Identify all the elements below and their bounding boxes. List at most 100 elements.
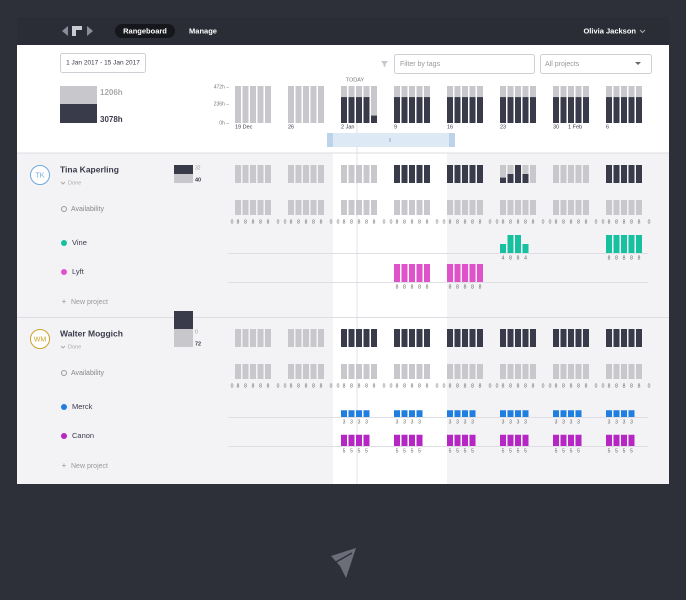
forward-arrow[interactable]: [87, 26, 93, 36]
project-hours: 5: [471, 448, 474, 454]
timeline-capacity-bar: [318, 86, 324, 123]
availability-value: 8: [562, 383, 565, 389]
availability-value: 0: [443, 383, 446, 389]
availability-value: 8: [585, 383, 588, 389]
load-bg: [288, 329, 294, 347]
availability-value: 8: [449, 383, 452, 389]
availability-bar: [560, 200, 567, 215]
availability-value: 8: [464, 383, 467, 389]
week-label: 30: [553, 124, 559, 130]
availability-value: 0: [489, 219, 492, 225]
project-name: Vine: [72, 238, 87, 247]
load-bg: [235, 165, 241, 183]
load-bar: [575, 329, 582, 347]
load-bg: [583, 165, 589, 183]
person-status[interactable]: Done: [68, 344, 81, 350]
load-bg: [318, 329, 324, 347]
availability-value: 8: [373, 383, 376, 389]
load-bar: [447, 329, 453, 347]
date-range[interactable]: 1 Jan 2017 - 15 Jan 2017: [66, 60, 140, 67]
availability-value: 8: [411, 383, 414, 389]
project-select-value[interactable]: All projects: [545, 61, 580, 68]
availability-bar: [613, 364, 620, 379]
project-bar: [363, 434, 370, 446]
load-bg: [303, 165, 309, 183]
availability-value: 8: [502, 219, 505, 225]
availability-value: 8: [320, 219, 323, 225]
availability-value: 0: [443, 219, 446, 225]
project-hours: 5: [350, 448, 353, 454]
timeline-capacity-bar: [242, 86, 249, 123]
load-bar: [356, 329, 362, 347]
user-menu[interactable]: Olivia Jackson: [583, 26, 636, 35]
timeline-booked-bar: [356, 97, 362, 123]
availability-value: 8: [350, 383, 353, 389]
range-scroller[interactable]: [327, 133, 455, 147]
tag-filter[interactable]: [394, 54, 535, 74]
availability-icon: [61, 370, 67, 376]
tab-pill[interactable]: [115, 24, 175, 38]
project-dot: [61, 433, 67, 439]
project-hours: 5: [623, 448, 626, 454]
availability-value: 8: [418, 219, 421, 225]
scroll-grip[interactable]: II: [389, 138, 392, 144]
availability-bar: [295, 200, 302, 215]
project-name: Merck: [72, 402, 93, 411]
availability-value: 8: [608, 219, 611, 225]
availability-bar: [477, 200, 483, 215]
timeline-booked-bar: [636, 97, 642, 123]
avatar: [30, 165, 50, 185]
availability-value: 8: [638, 219, 641, 225]
new-project[interactable]: New project: [71, 299, 108, 306]
availability-bar: [636, 364, 642, 379]
load-bg: [500, 165, 506, 183]
project-hours: 5: [630, 448, 633, 454]
availability-value: 8: [471, 219, 474, 225]
availability-value: 0: [542, 383, 545, 389]
availability-bar: [507, 200, 514, 215]
availability-bar: [613, 200, 620, 215]
project-bar: [507, 434, 514, 446]
range-handle[interactable]: [327, 133, 333, 147]
project-bar: [606, 434, 612, 446]
project-hours: 3: [615, 419, 618, 425]
project-hours: 8: [623, 255, 626, 261]
project-select[interactable]: [540, 54, 652, 74]
tag-filter-placeholder[interactable]: Filter by tags: [400, 61, 441, 68]
date-picker[interactable]: [60, 53, 146, 73]
load-bar: [462, 329, 468, 347]
hours-top: 32: [195, 165, 201, 171]
availability-value: 8: [252, 383, 255, 389]
availability-bar: [522, 364, 529, 379]
load-bar: [522, 174, 529, 183]
project-bar: [613, 410, 620, 417]
project-bar: [553, 410, 559, 417]
project-bar: [613, 235, 620, 253]
availability-bar: [303, 200, 309, 215]
availability-value: 8: [237, 219, 240, 225]
availability-value: 8: [630, 383, 633, 389]
availability-bar: [462, 200, 468, 215]
load-bar: [621, 165, 627, 183]
back-arrow[interactable]: [62, 26, 68, 36]
load-bg: [303, 329, 309, 347]
timeline-booked-bar: [341, 97, 347, 123]
new-project[interactable]: New project: [71, 463, 108, 470]
availability-bar: [606, 364, 612, 379]
range-handle[interactable]: [449, 133, 455, 147]
project-bar: [507, 410, 514, 417]
nav-tab[interactable]: Rangeboard: [123, 26, 167, 35]
availability-value: 0: [337, 383, 340, 389]
project-bar: [507, 235, 514, 253]
load-bar: [583, 329, 589, 347]
availability-bar: [394, 200, 400, 215]
nav-tab[interactable]: Manage: [189, 26, 217, 35]
availability-value: 0: [330, 383, 333, 389]
availability-bar: [621, 364, 627, 379]
week-label: 16: [447, 124, 453, 130]
select-caret: [635, 62, 641, 65]
project-bar: [613, 434, 620, 446]
person-status[interactable]: Done: [68, 180, 81, 186]
timeline-booked-bar: [371, 115, 377, 123]
project-bar: [500, 434, 506, 446]
